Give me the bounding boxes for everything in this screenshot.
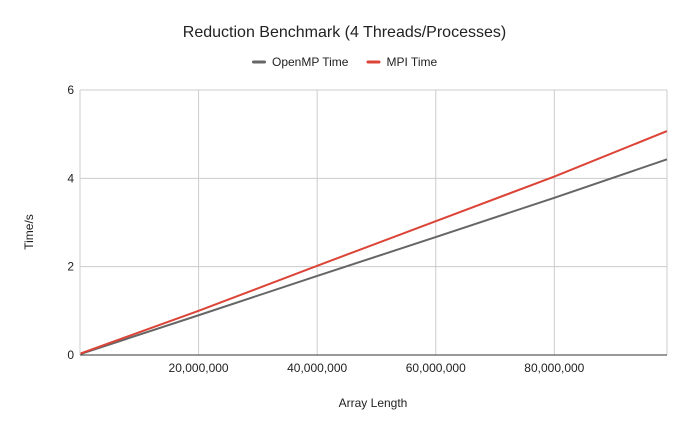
x-tick-label: 80,000,000 — [524, 361, 584, 375]
y-tick-label: 4 — [67, 171, 74, 185]
y-axis-label: Time/s — [22, 214, 36, 250]
axes — [79, 90, 667, 356]
tick-labels: 0 2 4 6 20,000,000 40,000,000 60,000,000 80,000… — [67, 83, 584, 375]
legend-swatch — [366, 60, 381, 64]
y-tick-label: 0 — [67, 348, 74, 362]
y-tick-label: 6 — [67, 83, 74, 97]
y-tick-label: 2 — [67, 260, 74, 274]
legend-item-1: MPI Time — [366, 55, 437, 69]
series-layer — [79, 130, 668, 356]
legend-label: MPI Time — [386, 55, 437, 69]
series-line-1 — [79, 130, 668, 355]
series-line-0 — [79, 158, 668, 356]
legend-label: OpenMP Time — [272, 55, 349, 69]
legend: OpenMP Time MPI Time — [252, 55, 437, 69]
x-tick-label: 60,000,000 — [406, 361, 466, 375]
legend-item-0: OpenMP Time — [252, 55, 349, 69]
gridlines — [80, 89, 668, 355]
x-tick-label: 20,000,000 — [169, 361, 229, 375]
chart-title: Reduction Benchmark (4 Threads/Processes… — [183, 24, 506, 41]
x-axis-label: Array Length — [339, 396, 408, 410]
legend-swatch — [252, 60, 266, 64]
x-tick-label: 40,000,000 — [287, 361, 347, 375]
